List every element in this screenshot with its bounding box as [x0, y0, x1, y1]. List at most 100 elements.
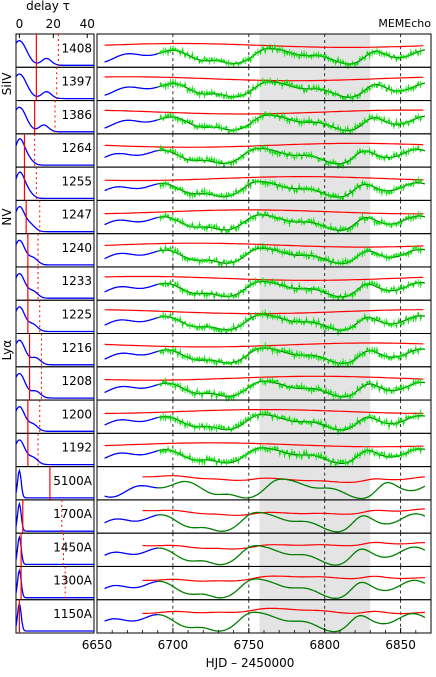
- data-point: [417, 312, 420, 315]
- data-point: [278, 452, 281, 455]
- data-point: [232, 95, 235, 98]
- data-point: [358, 454, 361, 457]
- data-point: [312, 220, 315, 223]
- data-point: [341, 131, 344, 134]
- data-point: [332, 427, 335, 430]
- data-point: [354, 392, 357, 395]
- data-point: [337, 364, 340, 367]
- data-point: [385, 89, 388, 92]
- data-point: [310, 389, 313, 392]
- data-point: [259, 83, 262, 86]
- data-point: [186, 52, 189, 55]
- data-point: [322, 325, 325, 328]
- data-point: [227, 230, 230, 233]
- data-point: [361, 318, 364, 321]
- data-point: [159, 450, 162, 453]
- model-fit-blue-segment: [104, 350, 158, 360]
- data-point: [273, 247, 276, 250]
- data-point: [385, 192, 388, 195]
- data-point: [337, 164, 340, 167]
- data-point: [405, 183, 408, 186]
- data-point: [176, 84, 179, 87]
- data-point: [269, 181, 272, 184]
- data-point: [193, 195, 196, 198]
- data-point: [264, 112, 267, 115]
- data-point: [329, 359, 332, 362]
- data-point: [298, 285, 301, 288]
- data-point: [210, 226, 213, 229]
- data-point: [179, 155, 182, 158]
- data-point: [167, 382, 170, 385]
- data-point: [392, 153, 395, 156]
- data-point: [412, 182, 415, 185]
- data-point: [249, 122, 252, 125]
- data-point: [264, 282, 267, 285]
- data-point: [327, 193, 330, 196]
- data-point: [400, 89, 403, 92]
- data-point: [220, 230, 223, 233]
- data-point: [167, 84, 170, 87]
- data-point: [293, 85, 296, 88]
- data-point: [174, 151, 177, 154]
- data-point: [300, 287, 303, 290]
- data-point: [186, 89, 189, 92]
- background-model-curve: [104, 176, 424, 182]
- data-point: [327, 361, 330, 364]
- data-point: [383, 189, 386, 192]
- data-point: [174, 82, 177, 85]
- data-point: [395, 187, 398, 190]
- data-point: [295, 220, 298, 223]
- data-point: [390, 122, 393, 125]
- data-point: [193, 393, 196, 396]
- data-point: [312, 122, 315, 125]
- data-point: [320, 421, 323, 424]
- data-point: [181, 389, 184, 392]
- data-point: [354, 455, 357, 458]
- data-point: [305, 154, 308, 157]
- data-point: [159, 351, 162, 354]
- data-point: [264, 382, 267, 385]
- data-point: [191, 324, 194, 327]
- data-point: [259, 247, 262, 250]
- data-point: [339, 197, 342, 200]
- data-point: [334, 463, 337, 466]
- data-point: [388, 223, 391, 226]
- data-point: [375, 253, 378, 256]
- data-point: [210, 327, 213, 330]
- data-point: [273, 45, 276, 48]
- data-point: [402, 252, 405, 255]
- data-point: [196, 327, 199, 330]
- data-point: [361, 418, 364, 421]
- data-point: [193, 90, 196, 93]
- data-point: [198, 157, 201, 160]
- data-point: [259, 115, 262, 118]
- data-point: [222, 293, 225, 296]
- data-point: [349, 63, 352, 66]
- data-point: [169, 186, 172, 189]
- data-point: [198, 93, 201, 96]
- data-point: [281, 217, 284, 220]
- data-point: [414, 85, 417, 88]
- data-point: [312, 155, 315, 158]
- data-point: [305, 387, 308, 390]
- data-point: [371, 417, 374, 420]
- data-point: [405, 152, 408, 155]
- data-point: [397, 287, 400, 290]
- data-point: [395, 90, 398, 93]
- data-point: [337, 395, 340, 398]
- data-point: [164, 247, 167, 250]
- data-point: [242, 355, 245, 358]
- data-point: [349, 96, 352, 99]
- data-point: [184, 424, 187, 427]
- data-point: [344, 393, 347, 396]
- data-point: [356, 184, 359, 187]
- data-point: [239, 290, 242, 293]
- data-point: [310, 422, 313, 425]
- data-point: [303, 222, 306, 225]
- data-point: [222, 226, 225, 229]
- row-label: 1225: [61, 308, 92, 322]
- data-point: [293, 355, 296, 358]
- data-point: [407, 319, 410, 322]
- data-point: [368, 380, 371, 383]
- data-point: [320, 89, 323, 92]
